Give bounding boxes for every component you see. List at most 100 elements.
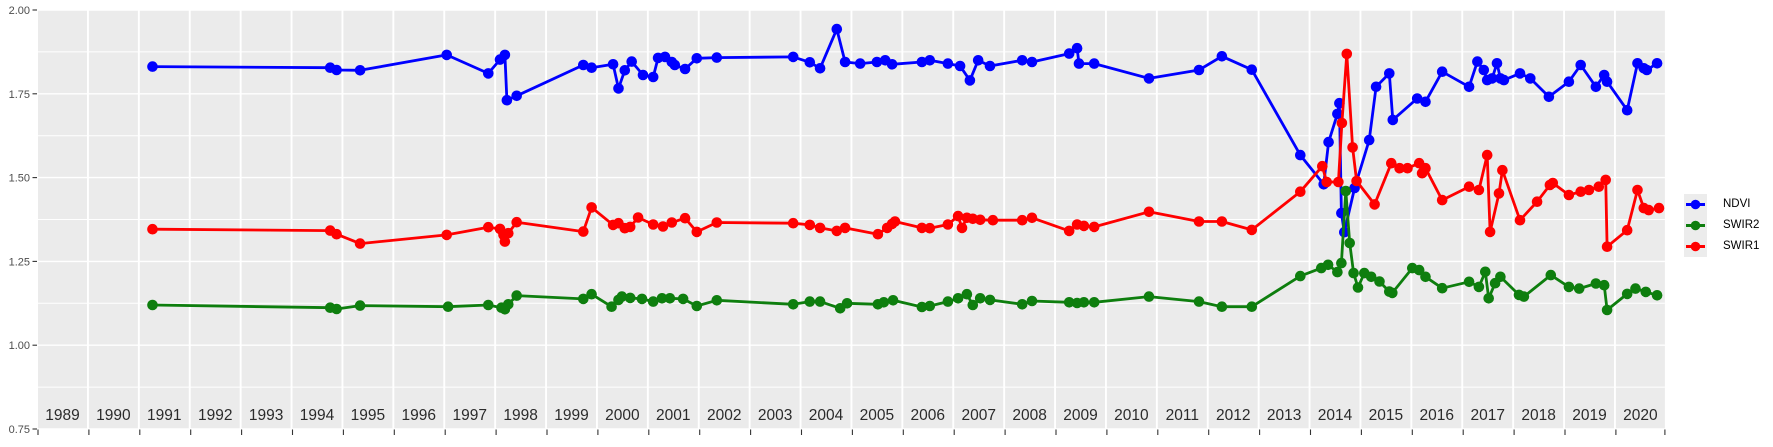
year-label: 2010 [1114, 407, 1149, 424]
data-point-swir2 [1483, 293, 1494, 304]
data-point-swir2 [677, 293, 689, 305]
legend-label: SWIR2 [1723, 219, 1760, 231]
data-point-ndvi [1486, 73, 1498, 84]
data-point-swir2 [967, 299, 979, 311]
data-point-swir1 [1531, 196, 1543, 207]
data-point-swir1 [831, 225, 843, 237]
year-label: 2008 [1012, 407, 1046, 424]
data-point-swir2 [961, 288, 973, 300]
data-point-ndvi [637, 69, 649, 81]
data-point-swir2 [636, 293, 648, 305]
data-point-swir1 [354, 238, 366, 249]
data-point-ndvi [1071, 42, 1083, 54]
data-point-swir2 [924, 300, 936, 312]
data-point-swir2 [1026, 295, 1038, 307]
data-point-swir1 [483, 221, 494, 233]
year-label: 2019 [1572, 407, 1606, 424]
data-point-ndvi [964, 75, 976, 86]
data-point-swir2 [887, 295, 899, 306]
data-point-swir1 [1593, 181, 1605, 192]
data-point-swir1 [1063, 225, 1075, 237]
year-label: 2012 [1216, 407, 1250, 424]
data-point-ndvi [483, 68, 494, 79]
data-point-ndvi [787, 51, 799, 63]
data-point-ndvi [1216, 51, 1228, 62]
data-point-ndvi [691, 53, 703, 64]
legend: NDVI SWIR2 SWIR1 [1684, 194, 1759, 257]
data-point-ndvi [1621, 104, 1633, 116]
data-point-ndvi [1590, 81, 1602, 93]
data-point-ndvi [972, 55, 984, 66]
data-point-swir1 [1341, 48, 1353, 60]
data-point-swir2 [1651, 290, 1663, 301]
data-point-swir1 [1463, 181, 1475, 192]
year-label: 1992 [198, 407, 232, 424]
legend-label: NDVI [1723, 198, 1751, 210]
data-point-ndvi [1601, 76, 1613, 87]
data-point-ndvi [1370, 81, 1382, 93]
data-point-ndvi [839, 56, 851, 68]
year-label: 1989 [45, 407, 79, 424]
data-point-swir1 [147, 223, 158, 235]
legend-label: SWIR1 [1723, 240, 1760, 252]
y-axis-tick-label: 2.00 [9, 5, 30, 17]
data-point-swir2 [787, 299, 799, 310]
data-point-swir1 [503, 227, 514, 239]
data-point-swir1 [987, 214, 999, 226]
year-label: 2011 [1166, 407, 1199, 424]
data-point-ndvi [1026, 56, 1038, 68]
data-point-swir2 [1088, 297, 1100, 308]
data-point-ndvi [1563, 76, 1575, 87]
data-point-swir2 [974, 293, 986, 304]
year-label: 1998 [503, 407, 537, 424]
data-point-swir2 [1387, 287, 1398, 299]
data-point-swir1 [1321, 176, 1332, 188]
data-point-swir1 [1601, 241, 1613, 252]
year-label: 1993 [249, 407, 283, 424]
data-point-swir1 [942, 219, 954, 230]
data-point-swir2 [1143, 291, 1155, 302]
data-point-swir2 [442, 301, 454, 313]
data-point-swir1 [1193, 216, 1205, 227]
data-point-ndvi [647, 71, 659, 83]
data-point-swir2 [1193, 296, 1205, 307]
data-point-swir1 [1295, 186, 1306, 197]
data-point-swir2 [1344, 237, 1355, 249]
data-point-ndvi [1436, 66, 1448, 77]
data-point-ndvi [984, 60, 996, 72]
data-point-swir1 [331, 228, 342, 240]
y-axis-tick-label: 1.00 [9, 340, 30, 352]
data-point-swir1 [1216, 216, 1228, 227]
data-point-swir1 [1143, 206, 1155, 218]
data-point-ndvi [1332, 108, 1343, 120]
legend-line-dot-icon [1684, 194, 1707, 215]
data-point-swir1 [916, 222, 928, 234]
data-point-swir1 [1493, 188, 1505, 199]
data-point-swir2 [1630, 283, 1641, 294]
data-point-ndvi [354, 65, 366, 76]
year-label: 2004 [809, 407, 844, 424]
y-axis-tick-label: 1.50 [9, 173, 30, 185]
data-point-swir1 [1088, 221, 1100, 233]
data-point-swir1 [952, 210, 964, 222]
data-point-swir2 [578, 293, 589, 305]
data-point-swir2 [942, 296, 954, 307]
data-point-ndvi [1384, 68, 1395, 79]
legend-line-dot-icon [1684, 215, 1707, 236]
data-point-ndvi [1463, 81, 1475, 93]
data-point-ndvi [1420, 96, 1431, 108]
year-label: 1991 [147, 407, 181, 424]
data-point-ndvi [954, 60, 966, 72]
data-point-swir2 [984, 294, 996, 306]
data-point-swir2 [952, 293, 964, 304]
year-label: 2000 [605, 407, 640, 424]
year-label: 2017 [1470, 407, 1504, 424]
data-point-swir2 [586, 288, 597, 300]
data-point-swir2 [916, 301, 928, 313]
year-label: 1999 [554, 407, 588, 424]
data-point-swir1 [1369, 199, 1380, 210]
data-point-ndvi [1088, 58, 1100, 69]
data-point-ndvi [499, 49, 511, 61]
data-point-swir1 [1481, 149, 1493, 161]
